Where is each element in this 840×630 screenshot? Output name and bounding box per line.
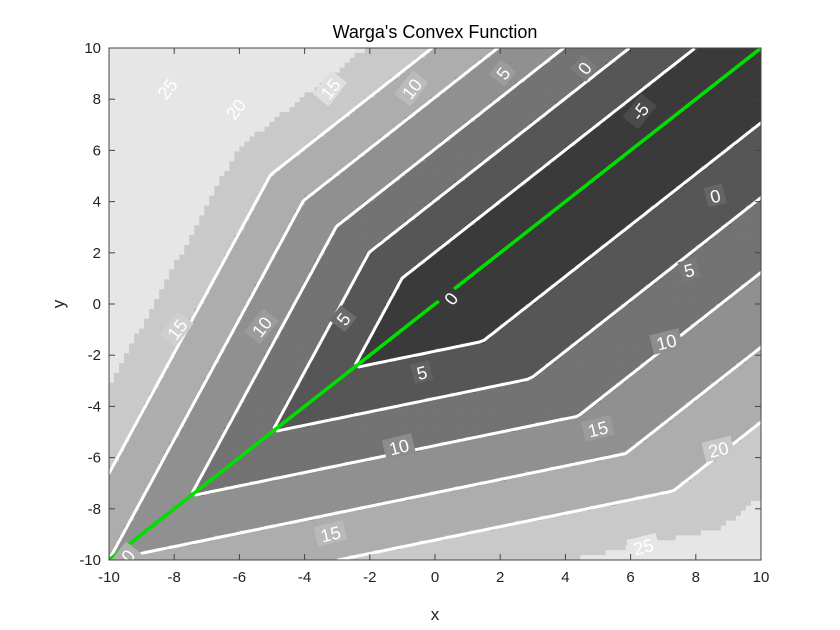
- y-tick-label: 2: [93, 245, 101, 262]
- y-tick-label: 6: [93, 142, 101, 159]
- contour-label-text: 5: [415, 362, 430, 384]
- y-tick-label: 4: [93, 194, 101, 211]
- y-tick-label: -10: [79, 552, 101, 569]
- contour-label-18: 10: [381, 433, 416, 460]
- y-axis: -10 -8 -6 -4 -2 0 2 4 6 8 10: [79, 40, 761, 569]
- x-tick-label: 4: [561, 569, 569, 586]
- contour-label-7: 0: [703, 183, 727, 208]
- contour-label-text: 0: [708, 186, 723, 208]
- x-tick-label: 2: [496, 569, 504, 586]
- y-tick-label: -2: [88, 347, 101, 364]
- y-tick-label: 8: [93, 91, 101, 108]
- contour-label-15: 5: [329, 305, 357, 333]
- y-tick-label: -4: [88, 398, 101, 415]
- y-axis-label: y: [49, 299, 68, 308]
- contour-label-text: 15: [586, 417, 610, 441]
- x-tick-label: 6: [626, 569, 634, 586]
- x-tick-label: 10: [753, 569, 770, 586]
- contour-label-12: 25: [626, 532, 661, 560]
- y-tick-label: -6: [88, 450, 101, 467]
- contour-label-text: 20: [706, 438, 730, 462]
- x-tick-label: 8: [692, 569, 700, 586]
- contour-label-text: 15: [319, 522, 343, 546]
- highlight-line: [109, 48, 761, 560]
- y-tick-label: 0: [93, 296, 101, 313]
- contour-label-16: 0: [436, 284, 465, 312]
- contour-label-text: 10: [654, 330, 678, 354]
- contour-lines: [109, 48, 761, 560]
- x-tick-label: 0: [431, 569, 439, 586]
- contour-label-17: 5: [410, 360, 434, 385]
- contour-label-text: 25: [631, 535, 655, 559]
- x-axis-label: x: [431, 605, 440, 624]
- contour-label-19: 15: [313, 520, 348, 547]
- x-tick-label: -6: [233, 569, 246, 586]
- x-tick-label: -8: [168, 569, 181, 586]
- contour-label-5: 0: [570, 54, 598, 82]
- contour-label-text: 5: [682, 260, 697, 282]
- x-tick-label: -4: [298, 569, 311, 586]
- y-tick-label: 10: [84, 40, 101, 57]
- x-axis: -10 -8 -6 -4 -2 0 2 4 6 8 10: [98, 48, 769, 586]
- contour-label-10: 15: [580, 415, 615, 442]
- x-tick-label: -2: [363, 569, 376, 586]
- x-tick-label: -10: [98, 569, 120, 586]
- contour-label-4: 5: [488, 59, 517, 87]
- chart-title: Warga's Convex Function: [333, 22, 538, 42]
- contour-label-8: 5: [677, 257, 701, 282]
- contour-label-text: 10: [387, 435, 411, 459]
- contour-label-11: 20: [701, 435, 736, 463]
- y-tick-label: -8: [88, 501, 101, 518]
- contour-line-25: [109, 48, 761, 560]
- contour-label-9: 10: [649, 328, 684, 355]
